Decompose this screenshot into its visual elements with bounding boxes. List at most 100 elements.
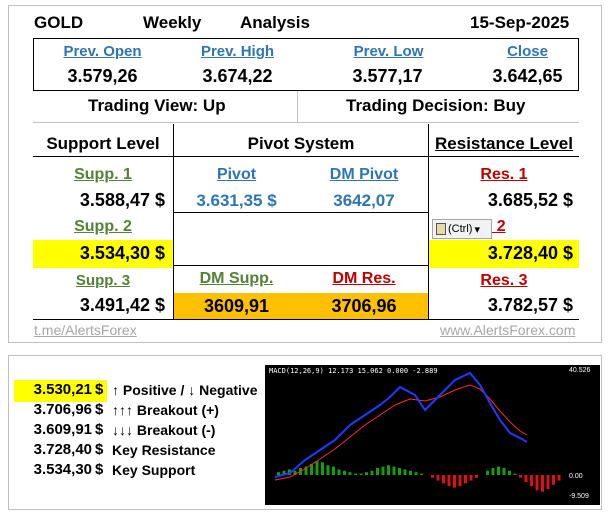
macd-axis-top: 40.526 xyxy=(569,367,591,374)
macd-histogram-bar xyxy=(414,472,418,475)
macd-histogram-bar xyxy=(310,463,313,475)
dm-res-value: 3706,96 xyxy=(331,296,397,316)
macd-histogram-bar xyxy=(535,475,539,491)
macd-histogram-bar xyxy=(502,468,506,475)
resistance-level-heading: Resistance Level xyxy=(435,134,573,153)
macd-histogram-bar xyxy=(326,465,330,475)
supp3-label: Supp. 3 xyxy=(75,272,131,289)
macd-histogram-bar xyxy=(376,468,379,475)
macd-histogram-bar xyxy=(359,473,363,475)
macd-histogram-bar xyxy=(348,472,352,475)
macd-histogram-bar xyxy=(497,466,500,475)
macd-histogram-bar xyxy=(354,473,357,475)
macd-histogram-bar xyxy=(332,466,335,475)
summary-currency: $ xyxy=(95,381,104,398)
summary-currency: $ xyxy=(95,401,104,418)
pivot-value: 3.631,35 $ xyxy=(196,191,277,210)
summary-label: ↓↓↓ Breakout (-) xyxy=(112,422,216,438)
close-value: 3.642,65 xyxy=(492,66,563,86)
summary-label: Key Support xyxy=(112,462,196,478)
macd-histogram-bar xyxy=(453,475,456,488)
supp2-label: Supp. 2 xyxy=(74,218,132,235)
macd-histogram-bar xyxy=(315,461,319,475)
pivot-system-heading: Pivot System xyxy=(247,134,355,153)
macd-histogram-bar xyxy=(524,475,528,482)
watermark-website[interactable]: www.AlertsForex.com xyxy=(440,322,576,338)
dm-supp-value: 3609,91 xyxy=(203,296,270,316)
macd-histogram-bar xyxy=(403,469,407,475)
macd-histogram-bar xyxy=(392,466,396,475)
prev-high-label: Prev. High xyxy=(200,43,275,60)
watermark-telegram[interactable]: t.me/AlertsForex xyxy=(34,322,137,338)
macd-histogram-bar xyxy=(546,475,550,489)
prev-open-label: Prev. Open xyxy=(63,43,142,60)
prev-open-value: 3.579,26 xyxy=(67,66,138,86)
paste-options-button[interactable]: (Ctrl) ▾ xyxy=(432,219,492,239)
macd-histogram-bar xyxy=(304,466,308,475)
summary-currency: $ xyxy=(95,441,104,458)
analysis-table xyxy=(8,5,602,343)
summary-label: ↑↑↑ Breakout (+) xyxy=(112,402,219,418)
analysis-label: Analysis xyxy=(240,13,310,32)
macd-histogram-bar xyxy=(530,475,533,487)
pivot-label: Pivot xyxy=(216,166,257,183)
dm-values-highlight xyxy=(174,293,428,319)
res2-highlight xyxy=(429,240,579,268)
macd-histogram-bar xyxy=(513,473,517,475)
macd-histogram-bar xyxy=(475,475,478,478)
macd-histogram-bar xyxy=(420,473,423,475)
macd-histogram-bar xyxy=(458,475,462,487)
macd-histogram-bar xyxy=(541,475,544,492)
macd-histogram-bar xyxy=(398,468,401,475)
summary-label: ↑ Positive / ↓ Negative xyxy=(112,382,258,398)
trading-decision: Trading Decision: Buy xyxy=(346,96,526,115)
date-label: 15-Sep-2025 xyxy=(470,13,570,32)
trading-divider xyxy=(297,91,298,123)
dm-pivot-label: DM Pivot xyxy=(329,166,399,183)
summary-currency: $ xyxy=(95,461,104,478)
res2-value: 3.728,40 $ xyxy=(487,243,573,263)
supp1-value: 3.588,47 $ xyxy=(79,190,165,210)
macd-histogram-bar xyxy=(464,475,467,484)
macd-histogram-bar xyxy=(552,475,555,485)
grid-line xyxy=(428,124,429,320)
macd-histogram-bar xyxy=(282,470,286,475)
period-label: Weekly xyxy=(143,13,202,32)
summary-value: 3.530,21 xyxy=(33,381,92,398)
prev-high-value: 3.674,22 xyxy=(202,66,273,86)
summary-value: 3.706,96 xyxy=(33,401,92,418)
res1-value: 3.685,52 $ xyxy=(487,190,573,210)
macd-histogram-bar xyxy=(337,469,341,475)
macd-histogram-bar xyxy=(447,475,451,487)
macd-chart: MACD(12,26,9) 12.173 15.062 0.000 -2.889… xyxy=(265,365,600,505)
prev-low-label: Prev. Low xyxy=(353,43,424,60)
summary-highlight xyxy=(14,380,107,402)
macd-histogram-bar xyxy=(557,475,561,481)
summary-label: Key Resistance xyxy=(112,442,216,458)
paste-options-label: (Ctrl) xyxy=(448,223,473,235)
support-level-heading: Support Level xyxy=(46,134,160,153)
grid-line xyxy=(173,265,428,266)
macd-histogram-bar xyxy=(486,470,489,475)
macd-histogram-bar xyxy=(491,468,495,475)
trading-view: Trading View: Up xyxy=(88,96,226,115)
macd-axis-mid: 0.00 xyxy=(569,473,583,480)
res1-label: Res. 1 xyxy=(480,166,528,183)
macd-histogram-bar xyxy=(370,470,374,475)
symbol-label: GOLD xyxy=(34,13,84,32)
supp2-value: 3.534,30 $ xyxy=(79,243,165,263)
supp1-label: Supp. 1 xyxy=(74,166,132,183)
grid-line xyxy=(33,156,579,157)
macd-histogram-bar xyxy=(343,470,346,475)
res3-value: 3.782,57 $ xyxy=(487,295,573,315)
macd-histogram-bar xyxy=(381,466,385,475)
macd-histogram-bar xyxy=(365,472,368,475)
macd-plot xyxy=(274,371,561,492)
macd-histogram-bar xyxy=(442,475,445,484)
res3-label: Res. 3 xyxy=(480,272,528,289)
close-label: Close xyxy=(507,43,548,60)
clipboard-icon xyxy=(436,223,446,235)
macd-line xyxy=(274,371,528,478)
macd-histogram-bar xyxy=(508,470,511,475)
grid-line xyxy=(173,212,428,213)
